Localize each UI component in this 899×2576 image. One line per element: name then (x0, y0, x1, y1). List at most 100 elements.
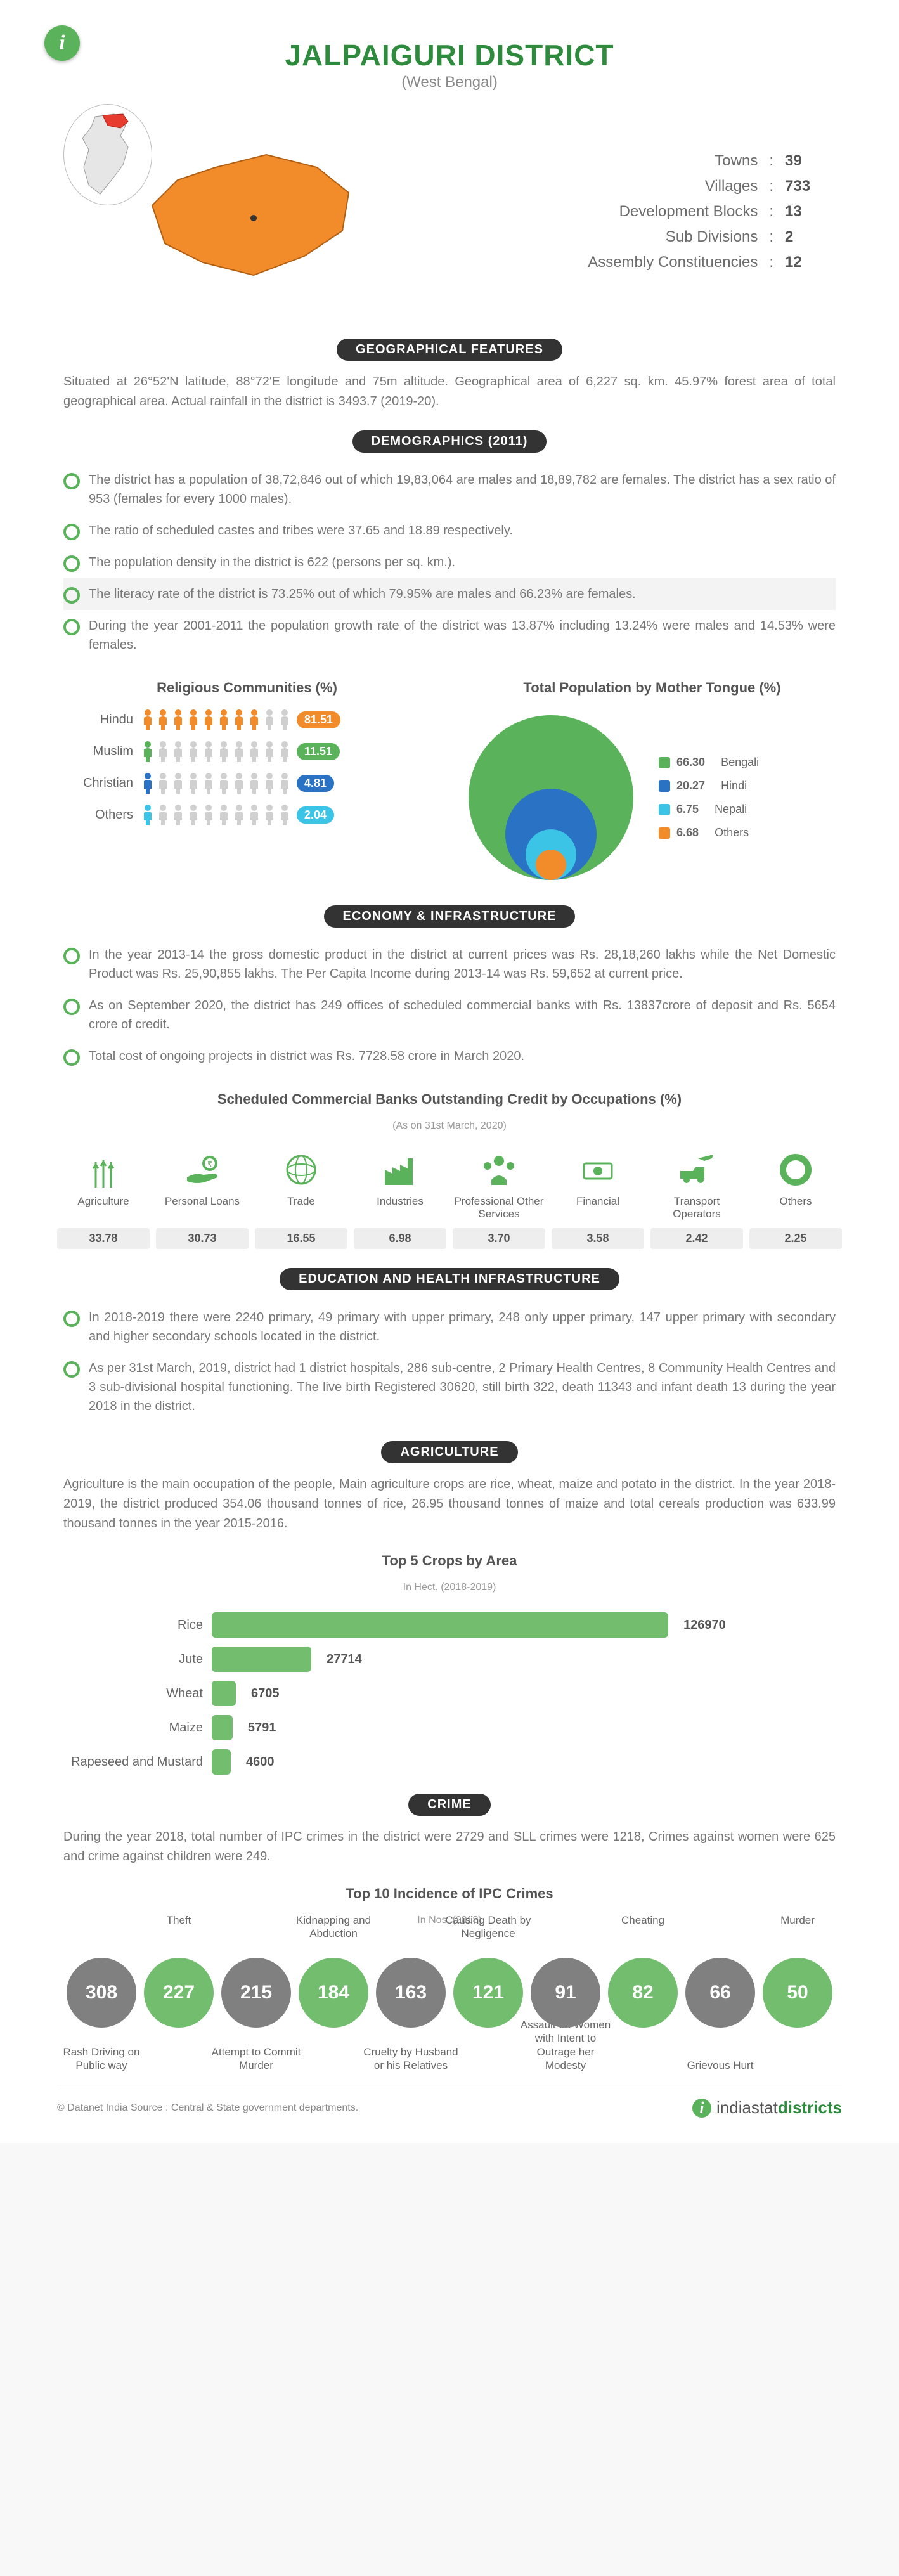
crime-node: Assault on Women with Intent to Outrage … (527, 1958, 604, 2028)
religion-row: Muslim 11.51 (57, 741, 437, 762)
crop-name: Wheat (63, 1686, 203, 1701)
legend-row: 20.27 Hindi (659, 774, 759, 798)
credit-value: 2.25 (749, 1228, 842, 1249)
demo-bullets: The district has a population of 38,72,8… (57, 464, 842, 661)
crop-name: Rice (63, 1618, 203, 1633)
footer: © Datanet India Source : Central & State… (57, 2085, 842, 2118)
stat-label: Sub Divisions (387, 228, 758, 246)
person-icon (217, 804, 231, 825)
tongue-chart: 66.30 Bengali20.27 Hindi6.75 Nepali6.68 … (462, 709, 842, 886)
locator-svg (70, 110, 146, 199)
legend-value: 6.68 (676, 826, 699, 839)
person-icon (278, 709, 292, 730)
credit-title: Scheduled Commercial Banks Outstanding C… (57, 1091, 842, 1108)
religion-name: Hindu (57, 713, 133, 727)
svg-text:₹: ₹ (207, 1160, 212, 1168)
person-icon (141, 709, 155, 730)
stat-value: 12 (785, 254, 842, 271)
crime-node: Grievous Hurt 66 (682, 1958, 759, 2028)
brand-a: indiastat (716, 2098, 778, 2117)
ring-icon (749, 1144, 842, 1195)
person-icon (202, 804, 216, 825)
stat-label: Assembly Constituencies (387, 254, 758, 271)
stat-label: Towns (387, 152, 758, 170)
crop-value: 5791 (242, 1721, 276, 1735)
info-icon: i (44, 25, 80, 61)
crime-node: Rash Driving on Public way 308 (63, 1958, 140, 2028)
demo-head: DEMOGRAPHICS (2011) (57, 430, 842, 453)
credit-value: 6.98 (354, 1228, 446, 1249)
crime-node: Cheating 82 (604, 1958, 682, 2028)
people-icon (453, 1144, 545, 1195)
credit-cell: Industries 6.98 (354, 1144, 446, 1249)
hero-row: Towns:39Villages:733Development Blocks:1… (57, 104, 842, 320)
person-icon (217, 772, 231, 794)
credit-cell: Trade 16.55 (255, 1144, 347, 1249)
religion-row: Hindu81.51 (57, 709, 437, 730)
religion-row: Christian4.81 (57, 772, 437, 794)
crime-pill: CRIME (408, 1794, 490, 1816)
crop-value: 6705 (245, 1686, 280, 1701)
agri-head: AGRICULTURE (57, 1441, 842, 1463)
crop-name: Jute (63, 1652, 203, 1667)
credit-cell: Agriculture 33.78 (57, 1144, 150, 1249)
credit-name: Trade (255, 1195, 347, 1223)
bullet-item: As per 31st March, 2019, district had 1 … (63, 1352, 836, 1422)
bullet-item: The population density in the district i… (63, 547, 836, 578)
person-icon (171, 804, 185, 825)
crop-row: Rice 126970 (63, 1612, 836, 1638)
crime-label: Cruelty by Husband or his Relatives (363, 2045, 458, 2073)
tongue-svg (462, 709, 640, 886)
crime-head: CRIME (57, 1794, 842, 1816)
person-icon (278, 741, 292, 762)
religion-value: 11.51 (297, 743, 340, 760)
demo-pill: DEMOGRAPHICS (2011) (352, 430, 547, 453)
person-icon (171, 709, 185, 730)
crime-circle: 50 (763, 1958, 832, 2028)
econ-pill: ECONOMY & INFRASTRUCTURE (324, 905, 576, 928)
legend-label: Others (715, 826, 749, 839)
bullet-item: The ratio of scheduled castes and tribes… (63, 515, 836, 547)
person-icon (186, 741, 200, 762)
crop-value: 126970 (677, 1618, 726, 1633)
crime-circle: 308 (67, 1958, 136, 2028)
person-icon (217, 741, 231, 762)
credit-value: 33.78 (57, 1228, 150, 1249)
religion-col: Religious Communities (%) Hindu81.51Musl… (57, 680, 437, 886)
bullet-item: As on September 2020, the district has 2… (63, 990, 836, 1040)
tongue-title: Total Population by Mother Tongue (%) (462, 680, 842, 696)
legend-value: 20.27 (676, 779, 705, 793)
person-icon (278, 804, 292, 825)
crime-circle: 121 (453, 1958, 523, 2028)
person-icon (262, 709, 276, 730)
person-icon (247, 709, 261, 730)
crime-node: Cruelty by Husband or his Relatives 163 (372, 1958, 450, 2028)
stat-row: Villages:733 (387, 174, 842, 199)
credit-cell: Financial 3.58 (552, 1144, 644, 1249)
credit-name: Transport Operators (650, 1195, 743, 1223)
bullet-item: The literacy rate of the district is 73.… (63, 578, 836, 610)
agri-pill: AGRICULTURE (381, 1441, 517, 1463)
person-icon (186, 772, 200, 794)
person-icon (232, 772, 246, 794)
bullet-item: In the year 2013-14 the gross domestic p… (63, 939, 836, 990)
stat-value: 733 (785, 178, 842, 195)
crop-row: Jute 27714 (63, 1647, 836, 1672)
person-icon (217, 709, 231, 730)
geo-text: Situated at 26°52'N latitude, 88°72'E lo… (57, 372, 842, 411)
infographic-page: i JALPAIGURI DISTRICT (West Bengal) Town… (0, 0, 899, 2143)
page-title: JALPAIGURI DISTRICT (57, 38, 842, 72)
person-icon (262, 804, 276, 825)
credit-value: 3.70 (453, 1228, 545, 1249)
crop-bar (212, 1749, 231, 1775)
crime-label: Theft (131, 1913, 226, 1927)
crop-row: Rapeseed and Mustard 4600 (63, 1749, 836, 1775)
bullet-item: Total cost of ongoing projects in distri… (63, 1040, 836, 1072)
religion-name: Muslim (57, 744, 133, 759)
econ-head: ECONOMY & INFRASTRUCTURE (57, 905, 842, 928)
legend-label: Bengali (721, 756, 759, 769)
crop-name: Maize (63, 1721, 203, 1735)
person-icon (232, 804, 246, 825)
credit-cell: Others 2.25 (749, 1144, 842, 1249)
crop-bar (212, 1647, 311, 1672)
